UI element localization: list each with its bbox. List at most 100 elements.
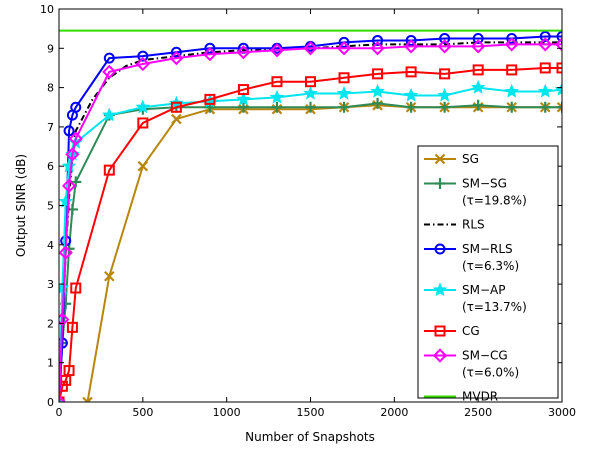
marker-circle (539, 31, 551, 43)
marker-star (102, 107, 117, 122)
x-tick-label: 1500 (297, 406, 325, 419)
legend-label: SM−RLS (462, 242, 513, 256)
marker-square (439, 68, 451, 80)
marker-diamond (403, 39, 419, 54)
marker-star (504, 83, 519, 98)
x-axis-title: Number of Snapshots (245, 430, 375, 444)
legend-label: (τ=19.8%) (462, 194, 527, 208)
marker-diamond (59, 394, 67, 402)
marker-diamond (269, 43, 285, 58)
marker-circle (439, 32, 451, 44)
marker-plus (472, 99, 484, 111)
marker-square (59, 380, 68, 392)
y-tick-label: 7 (47, 121, 54, 134)
marker-diamond (59, 312, 70, 327)
marker-diamond (61, 178, 77, 193)
legend-label: SM−CG (462, 349, 508, 363)
marker-diamond (538, 37, 553, 52)
legend-label: (τ=6.3%) (462, 259, 519, 273)
y-tick-label: 2 (47, 317, 54, 330)
marker-square (434, 325, 446, 337)
marker-circle (372, 34, 384, 46)
marker-star (370, 83, 385, 98)
marker-square (271, 76, 283, 88)
marker-star (269, 89, 285, 104)
marker-diamond (432, 348, 448, 363)
marker-diamond (554, 37, 562, 52)
marker-x (82, 396, 93, 402)
marker-plus (556, 101, 562, 113)
axis-ticks: 0 500 1000 1500 2000 2500 3000 0 1 2 3 4 5 6 7 8 9 10 (40, 3, 576, 419)
marker-x (434, 153, 446, 165)
marker-square (338, 72, 350, 84)
marker-square (405, 66, 417, 78)
marker-circle (405, 34, 417, 46)
y-tick-label: 6 (47, 160, 54, 173)
x-tick-label: 3000 (548, 406, 576, 419)
marker-circle (170, 46, 182, 58)
legend-entry: RLS (424, 218, 485, 232)
legend-entry: SM−CG (τ=6.0%) (424, 348, 519, 380)
marker-star (538, 83, 553, 98)
legend-label: SG (462, 152, 479, 166)
series-sm-cg-6-0 (59, 37, 562, 402)
legend-label: RLS (462, 218, 485, 232)
marker-diamond (135, 56, 150, 72)
series-line (59, 43, 562, 402)
marker-square (103, 164, 115, 176)
marker-diamond (303, 41, 318, 56)
marker-circle (137, 50, 149, 62)
marker-square (66, 321, 78, 333)
marker-plus (271, 101, 283, 113)
marker-plus (405, 101, 417, 113)
marker-square (137, 117, 149, 129)
x-tick-label: 0 (56, 406, 63, 419)
marker-diamond (236, 45, 251, 60)
legend-label: (τ=6.0%) (462, 366, 519, 380)
marker-square (204, 93, 216, 105)
marker-star (403, 87, 419, 102)
marker-diamond (370, 41, 385, 56)
legend-entry: SM−SG (τ=19.8%) (424, 177, 527, 208)
legend-label: SM−AP (462, 283, 505, 297)
marker-star (336, 85, 352, 100)
y-axis-title: Output SINR (dB) (14, 154, 28, 257)
series-line (59, 66, 562, 402)
legend-label: SM−SG (462, 177, 507, 191)
marker-diamond (471, 39, 486, 54)
marker-circle (103, 52, 115, 64)
marker-circle (70, 101, 82, 113)
marker-diamond (504, 37, 519, 52)
marker-star (470, 79, 486, 94)
marker-square (63, 365, 75, 377)
x-tick-label: 500 (132, 406, 153, 419)
x-tick-label: 2000 (380, 406, 408, 419)
legend-label: (τ=13.7%) (462, 300, 527, 314)
series-layer (59, 29, 562, 402)
marker-square (305, 76, 316, 88)
marker-circle (204, 42, 216, 54)
marker-circle (63, 125, 75, 137)
marker-diamond (68, 131, 83, 146)
marker-star (61, 158, 77, 173)
y-tick-label: 10 (40, 3, 54, 16)
y-tick-label: 3 (47, 278, 54, 291)
marker-x (104, 270, 115, 282)
marker-diamond (169, 51, 184, 66)
marker-diamond (59, 245, 73, 260)
marker-plus (237, 101, 249, 113)
marker-diamond (202, 47, 218, 62)
marker-square (539, 62, 551, 74)
legend: SG SM−SG (τ=19.8%) RLS SM−RLS (τ=6.3%) SM−AP (τ… (417, 145, 559, 404)
series-sm-ap-13-7 (59, 79, 562, 402)
marker-diamond (336, 41, 352, 56)
marker-square (506, 64, 518, 76)
y-tick-label: 8 (47, 82, 54, 95)
legend-label: CG (462, 324, 480, 338)
marker-star (432, 282, 448, 297)
marker-plus (506, 101, 518, 113)
marker-circle (556, 31, 562, 43)
legend-entry: MVDR (424, 390, 498, 404)
marker-circle (472, 32, 484, 44)
